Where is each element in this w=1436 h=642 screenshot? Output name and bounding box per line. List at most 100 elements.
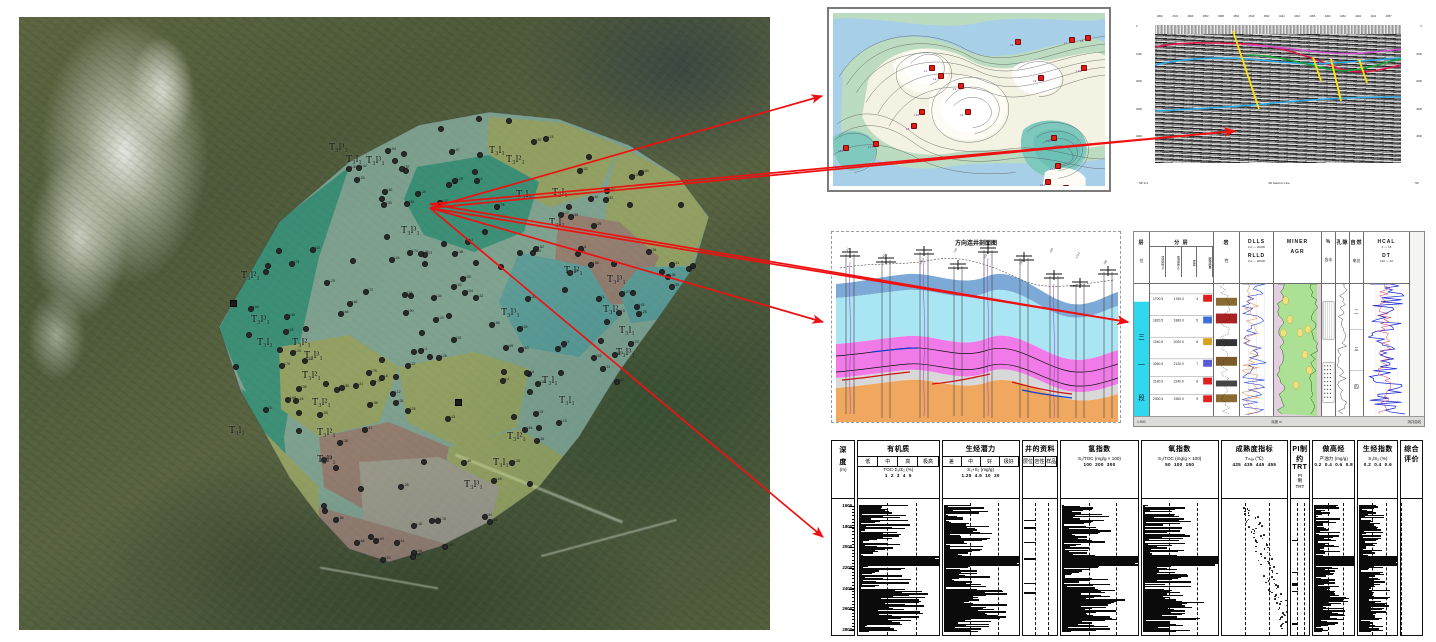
geochem-bar — [1359, 508, 1363, 510]
geochem-bar — [1313, 593, 1336, 595]
well-label: L78 — [440, 517, 447, 521]
geochem-minor-tick — [851, 628, 855, 630]
geochem-column-1[interactable]: 生烃潜力差中好极好 S₁+S₂ (mg/g) 1.25 4.5 10 20 — [941, 440, 1020, 636]
well-label: L63 — [456, 282, 462, 287]
geochem-bar — [1313, 583, 1325, 585]
geochem-bar — [943, 518, 963, 520]
geochem-bar — [859, 567, 905, 570]
well-marker — [476, 115, 483, 122]
geochem-bar — [1313, 584, 1318, 587]
contour-map-image — [833, 13, 1105, 186]
geochem-data-point — [1247, 512, 1250, 514]
well-label: L35 — [414, 552, 421, 557]
geochem-column-0[interactable]: 有机质低中高极高 TOC·Σ₁/Σ₂ (%) 1 2 3 4 5 — [857, 440, 940, 636]
geochem-bar — [1142, 628, 1171, 630]
formation-label: T₃l²₁ — [241, 270, 260, 281]
geochem-bar — [1359, 567, 1369, 570]
geochem-bar — [859, 612, 923, 614]
log-track-分层[interactable]: 分 层顶深度(m) 底深度(m) 厚度 解释结果 1700.5 1760.0 4 1820.5… — [1150, 232, 1214, 426]
geochem-bar — [1313, 540, 1336, 542]
geochem-bar — [943, 511, 989, 513]
geochem-bar — [859, 512, 892, 514]
log-track-孔隙度[interactable]: 孔隙 — [1336, 232, 1350, 426]
well-label: L32 — [477, 294, 484, 299]
well-marker — [373, 537, 380, 544]
geochem-bar — [1313, 613, 1343, 616]
well-marker — [441, 240, 448, 247]
geochem-bar — [1062, 626, 1109, 628]
geochem-bar — [1062, 573, 1072, 576]
geochem-bar — [1313, 544, 1335, 547]
log-track-DLLS[interactable]: DLLS 0.2 — 20000 RLLD 0.2 — 20000 — [1240, 232, 1274, 426]
seismic-section-panel[interactable]: 4801 4724 4690 4652 4598 4562 4519 4502 4441 4410… — [1133, 7, 1425, 189]
geochem-bar — [1359, 626, 1384, 628]
geochem-column-4[interactable]: 氧指数 S₃/TOC (mg/g × 100) 50 100 150 — [1140, 440, 1219, 636]
geochem-bar — [1313, 599, 1344, 601]
geochem-bar — [943, 595, 973, 598]
contour-well-marker — [1085, 35, 1091, 41]
geochem-column-5[interactable]: 成熟度指标 Tₘₐₓ (℃) 425 435 445 455 — [1220, 440, 1288, 636]
geochem-bar — [1359, 598, 1389, 600]
geochem-column-8[interactable]: 生烃指数 S₁/S₂ (%) 0.2 0.4 0.6 — [1357, 440, 1399, 636]
geochem-bar — [1359, 629, 1383, 631]
geochem-column-9[interactable]: 综合评价 — [1400, 440, 1424, 636]
geochem-gridline — [1297, 503, 1299, 635]
geochem-bar — [1313, 534, 1319, 536]
geochem-column-6[interactable]: PI制约TRT PI 制 TRT — [1289, 440, 1310, 636]
well-marker — [362, 288, 369, 295]
geochem-minor-tick — [851, 622, 855, 624]
geochem-bar — [943, 576, 990, 578]
track-subheader: 顶深度(m) — [1150, 247, 1166, 277]
geochem-bar — [943, 609, 995, 611]
geochem-bar — [943, 549, 980, 552]
geochem-column-2[interactable]: 井的资料 层位 岩性 样品 — [1021, 440, 1059, 636]
geochem-bar — [1142, 617, 1201, 619]
log-track-body: 1700.5 1760.0 4 1820.5 1880.0 5 1940.5 2000.0 6 2… — [1150, 284, 1213, 416]
seismic-top-axis-tick: 4302 — [1324, 15, 1331, 18]
geochem-tick-row: 425 435 445 455 — [1232, 462, 1277, 468]
geochem-column-7[interactable]: 做高烃 产油力 (mg/g) 0.2 0.4 0.6 0.8 — [1311, 440, 1356, 636]
geochem-bar — [943, 508, 970, 510]
geochem-bar — [1062, 546, 1070, 548]
well-label: L69 — [290, 395, 297, 400]
geochem-bar — [943, 540, 982, 542]
geochem-bar — [1313, 600, 1348, 602]
geochem-bar — [859, 557, 939, 559]
seismic-top-axis-tick: 4441 — [1279, 15, 1285, 18]
log-track-含水饱和度[interactable]: % 含水 — [1322, 232, 1336, 426]
geochem-bar — [1062, 519, 1105, 521]
geochem-bar — [1313, 532, 1316, 535]
geochem-bar — [859, 508, 887, 510]
composite-well-log-panel[interactable]: 层位三 — 段分 层顶深度(m) 底深度(m) 厚度 解释结果 1700.5 1760.0 4 1… — [1133, 231, 1425, 427]
well-correlation-cross-section-panel[interactable]: 方向连井剖面图 — [831, 231, 1121, 423]
well-marker — [481, 229, 488, 236]
log-track-SP-GR[interactable]: 自然 电位二三四 — [1350, 232, 1364, 426]
geochem-bar — [943, 611, 1006, 613]
geochem-data-point — [1271, 571, 1274, 573]
geochem-data-point — [1279, 618, 1281, 621]
log-track-层位[interactable]: 层位三 — 段 — [1134, 232, 1150, 426]
geochem-column-3[interactable]: 氢指数 S₁/TOC (mg/g × 100) 100 200 300 — [1060, 440, 1139, 636]
structure-contour-map-panel[interactable]: L1L2L3L4L5L6L7L8L9L10L11L12L13L14L15L16L… — [827, 7, 1111, 192]
geochem-bar — [1359, 587, 1371, 589]
geochemical-source-rock-log-panel[interactable]: 深度 (m) 1600 1800 2000 2200 2400 2600 2800 有机质低中高极… — [831, 440, 1425, 636]
geochem-bar — [1062, 521, 1091, 524]
geochem-bar — [1062, 624, 1094, 627]
geochem-data-point — [1260, 563, 1262, 566]
geochem-bar — [1062, 590, 1101, 593]
well-label: L88 — [494, 321, 500, 325]
log-track-MINERAL[interactable]: MINER AGR — [1274, 232, 1322, 426]
geochem-data-point — [1284, 614, 1286, 617]
geochem-minor-tick — [851, 591, 855, 593]
formation-label: T₃l₁ — [493, 457, 509, 468]
log-track-HCAL-DT[interactable]: HCAL 6 — 16 DT 140 — 40 — [1364, 232, 1410, 426]
geochem-bar — [859, 583, 862, 585]
geochem-bar — [1062, 581, 1080, 583]
formation-label: T₃l₁ — [346, 154, 362, 165]
geochem-bar — [859, 548, 886, 550]
well-label: L26 — [441, 353, 447, 358]
geochem-data-point — [1271, 558, 1273, 560]
geochem-minor-tick — [851, 546, 855, 548]
log-track-岩性[interactable]: 岩性 — [1214, 232, 1240, 426]
well-marker — [659, 268, 666, 275]
